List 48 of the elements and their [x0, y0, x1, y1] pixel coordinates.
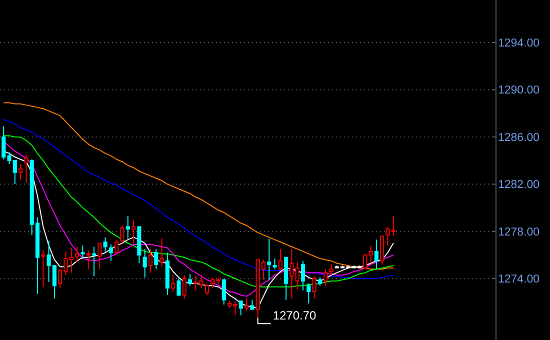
- candlestick: [199, 274, 204, 289]
- candlestick: [374, 239, 378, 270]
- y-tick-label: 1274.00: [498, 274, 540, 286]
- candlestick: [120, 224, 124, 244]
- candlestick: [272, 258, 277, 270]
- candlestick: [368, 245, 373, 264]
- candlestick: [142, 248, 147, 278]
- candlestick: [80, 245, 85, 260]
- candlestick: [312, 276, 316, 300]
- candlestick: [132, 219, 136, 244]
- candlestick: [41, 250, 46, 288]
- candlestick: [176, 278, 181, 297]
- candlestick: [204, 282, 210, 296]
- candlestick: [98, 242, 102, 270]
- candlestick: [75, 246, 80, 263]
- candlestick: [24, 154, 28, 184]
- candlestick: [244, 298, 249, 311]
- candlestick: [250, 299, 254, 310]
- candlestick: [278, 248, 282, 270]
- candlestick: [103, 236, 108, 252]
- candlestick: [306, 282, 311, 304]
- candlestick: [222, 279, 226, 306]
- candlestick: [108, 244, 113, 262]
- annotation: 1270.70: [272, 308, 317, 323]
- candlestick: [86, 250, 90, 270]
- candlestick: [267, 238, 272, 280]
- candlestick: [18, 164, 23, 180]
- candlestick: [295, 262, 300, 290]
- candlestick: [92, 246, 96, 277]
- y-tick-label: 1294.00: [498, 38, 540, 50]
- candlestick: [114, 239, 119, 254]
- candlestick: [171, 274, 176, 292]
- y-tick-label: 1282.00: [498, 179, 540, 192]
- candlestick: [160, 238, 164, 268]
- candlestick: [238, 300, 243, 316]
- candlestick: [154, 248, 158, 270]
- candlestick: [290, 248, 294, 300]
- y-tick-label: 1286.00: [498, 132, 540, 144]
- candlestick: [188, 273, 192, 286]
- candlestick: [148, 248, 153, 274]
- candlestick: [329, 264, 334, 276]
- candlestick: [126, 216, 130, 239]
- candlestick: [300, 260, 306, 291]
- candlestick: [182, 274, 186, 300]
- y-tick-label: 1278.00: [498, 226, 540, 238]
- y-tick-label: 1290.00: [498, 84, 540, 97]
- candlestick: [324, 268, 328, 286]
- candlestick: [194, 276, 198, 291]
